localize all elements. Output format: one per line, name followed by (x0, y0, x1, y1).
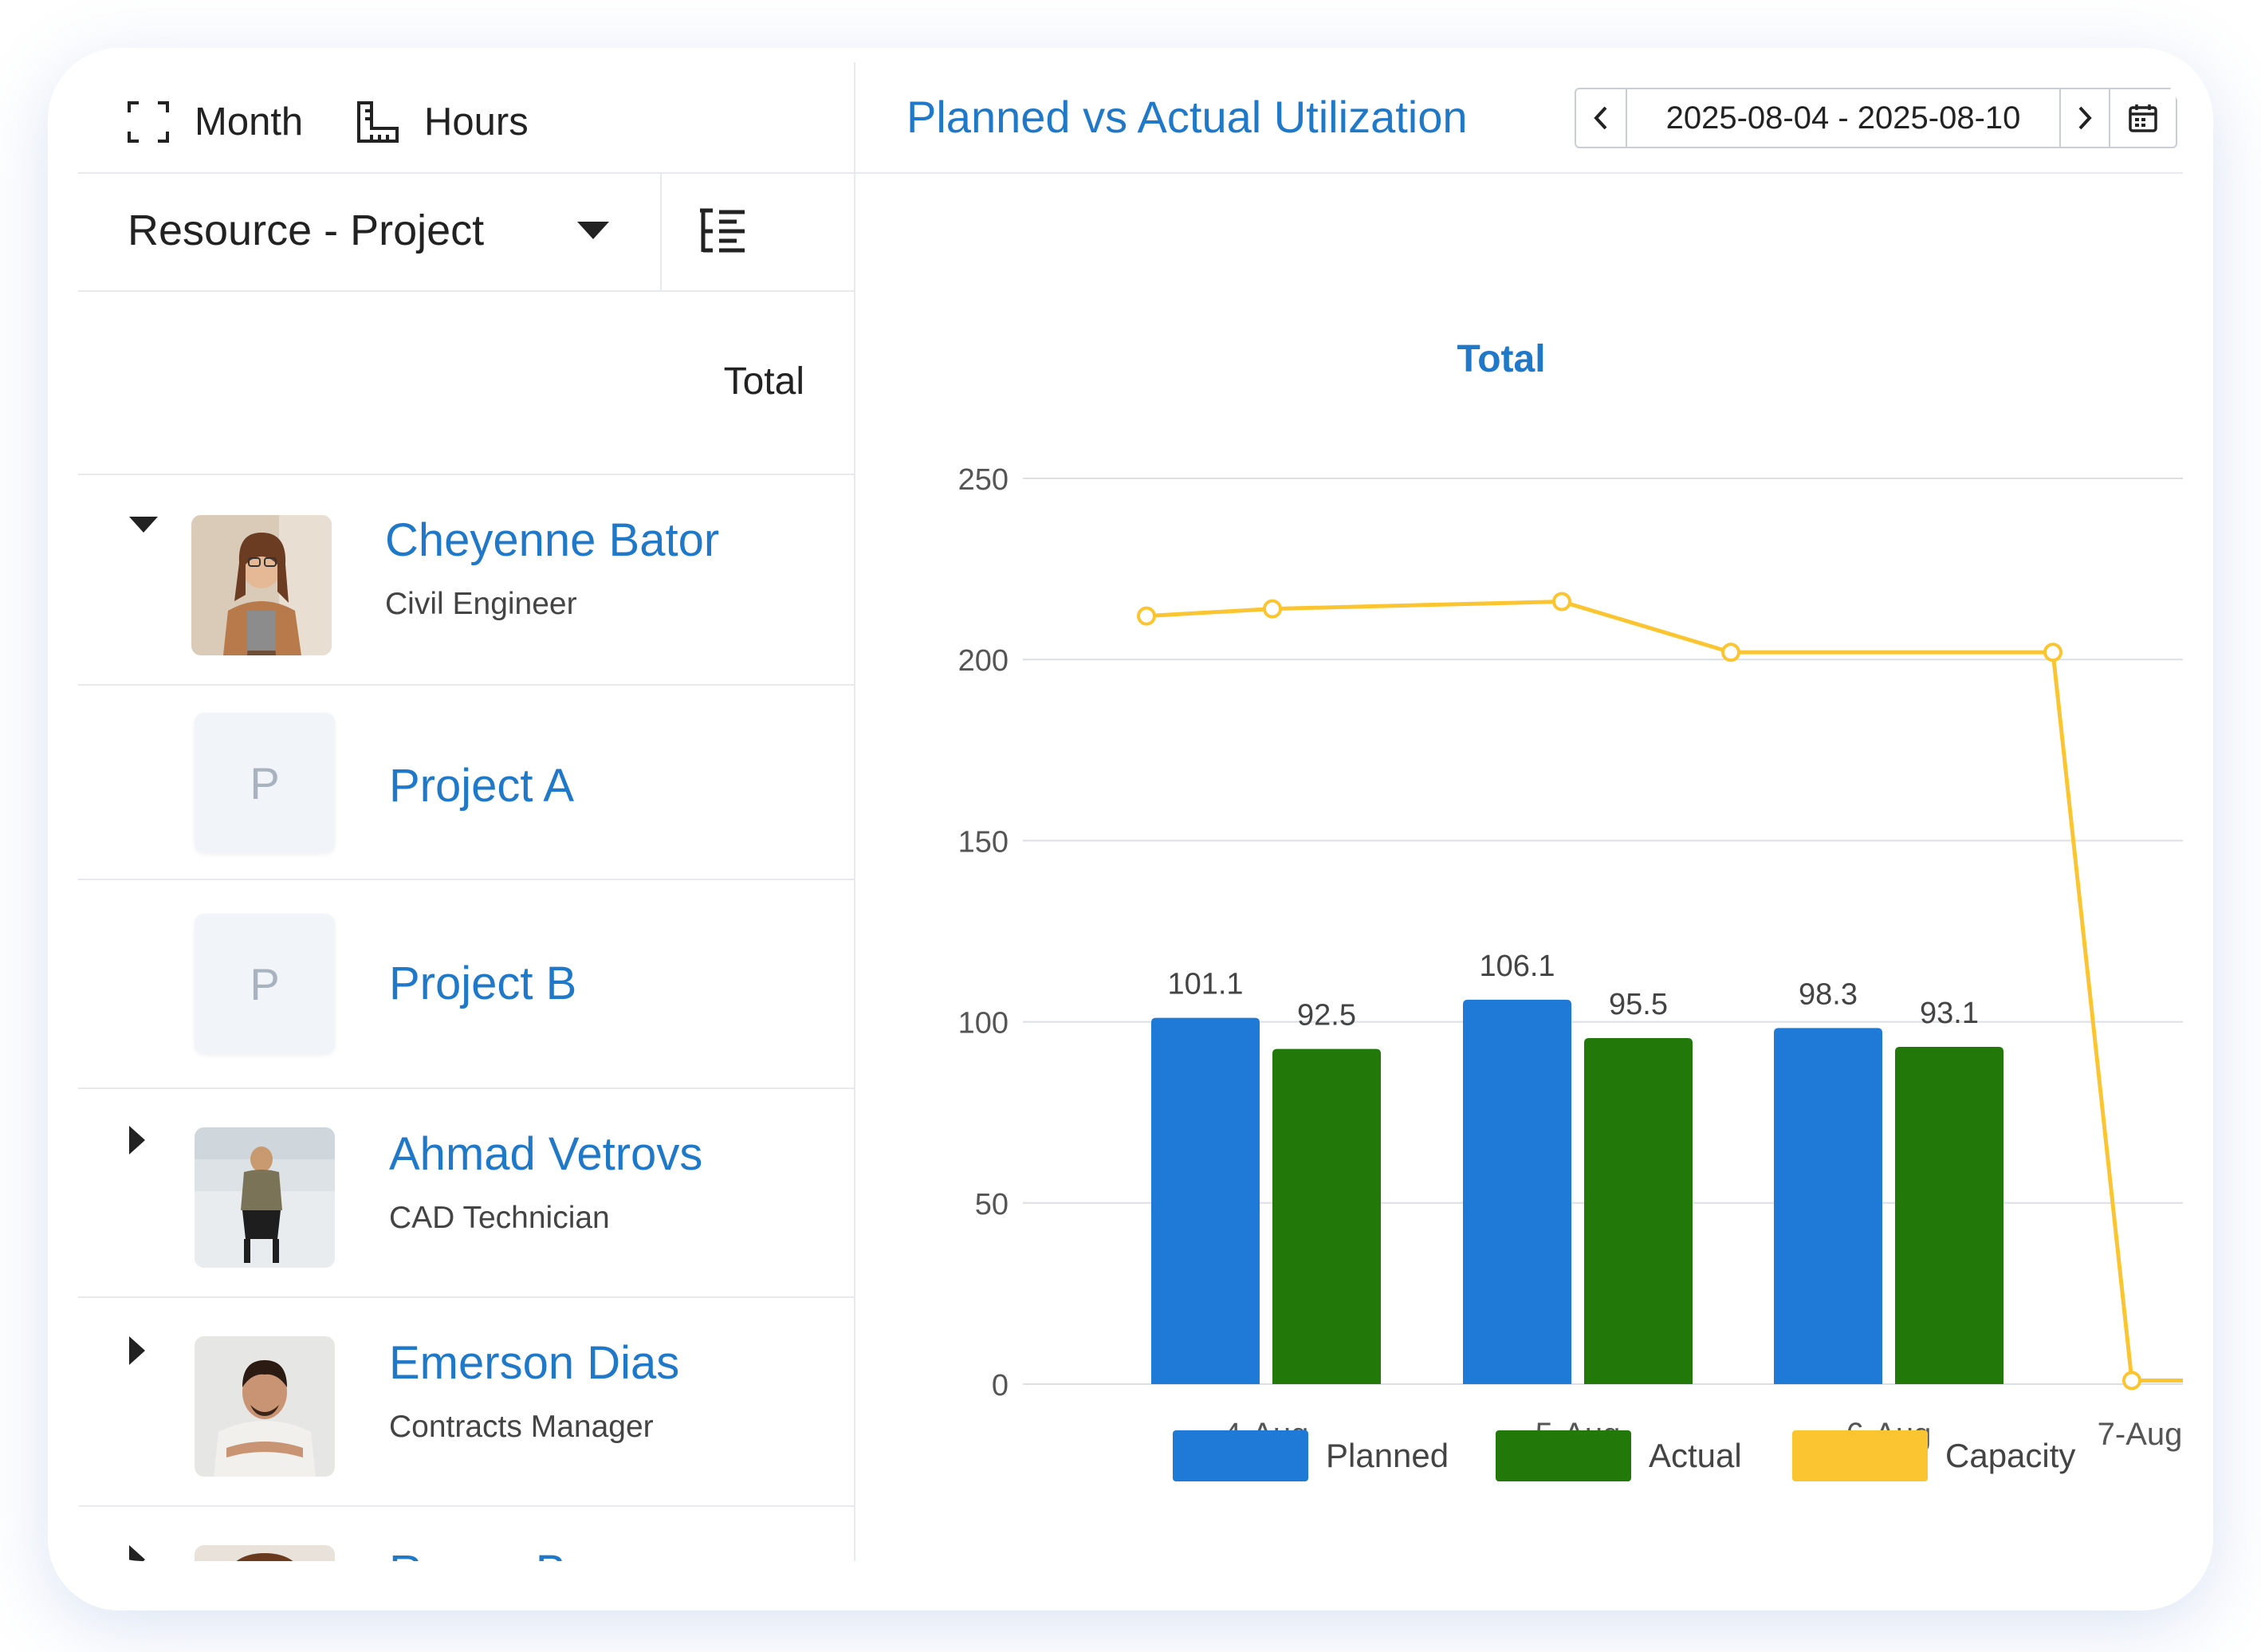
resource-row-ahmad-vetrovs[interactable]: Ahmad Vetrovs CAD Technician (78, 1089, 855, 1298)
resource-row-cheyenne-bator[interactable]: Cheyenne Bator Civil Engineer (78, 475, 855, 686)
avatar (191, 515, 332, 655)
chevron-right-icon (2078, 106, 2092, 130)
x-tick-label: 7-Aug (2098, 1417, 2183, 1452)
previous-week-button[interactable] (1576, 89, 1627, 147)
bar-planned (1151, 1017, 1260, 1384)
caret-right-icon[interactable] (128, 1124, 148, 1156)
legend-swatch-actual (1496, 1430, 1631, 1481)
capacity-point (2122, 1371, 2141, 1390)
avatar (195, 1127, 335, 1268)
data-label: 93.1 (1920, 997, 1979, 1030)
legend-label-capacity: Capacity (1945, 1437, 2075, 1474)
next-week-button[interactable] (2059, 89, 2110, 147)
capacity-point (1721, 643, 1740, 663)
tree-view-button[interactable] (697, 206, 748, 261)
month-button[interactable]: Month (126, 94, 303, 150)
resource-name[interactable]: Emerson Dias (389, 1337, 680, 1389)
tree-list-icon (700, 208, 745, 253)
capacity-point (2043, 643, 2062, 663)
bar-actual (1272, 1048, 1381, 1384)
y-tick-label: 150 (958, 825, 1009, 859)
data-label: 106.1 (1479, 950, 1555, 983)
project-row-project-b[interactable]: P Project B (78, 880, 855, 1089)
ruler-icon (357, 101, 399, 143)
utilization-card: Month Hours Resource - Project (78, 62, 2183, 1561)
resource-name[interactable]: Ahmad Vetrovs (389, 1128, 703, 1180)
month-label: Month (195, 100, 304, 144)
calendar-icon (2129, 104, 2157, 132)
resource-role: Contracts Manager (389, 1410, 654, 1444)
data-label: 95.5 (1609, 988, 1668, 1021)
y-tick-label: 50 (975, 1188, 1009, 1221)
capacity-point (1552, 592, 1571, 612)
project-placeholder-avatar: P (195, 713, 335, 853)
chart-title: Total (1457, 338, 1545, 380)
data-label: 101.1 (1167, 968, 1243, 1001)
calendar-button[interactable] (2110, 89, 2176, 147)
capacity-point (1137, 606, 1156, 626)
avatar (195, 1336, 335, 1477)
caret-down-icon[interactable] (128, 515, 159, 536)
project-placeholder-avatar: P (195, 914, 335, 1054)
legend-label-actual: Actual (1649, 1437, 1742, 1474)
project-name[interactable]: Project A (389, 760, 575, 812)
grouping-select[interactable]: Resource - Project (78, 174, 662, 290)
grouping-select-value: Resource - Project (128, 206, 485, 254)
view-toolbar: Month Hours (78, 62, 855, 174)
project-name[interactable]: Project B (389, 958, 577, 1009)
bar-actual (1895, 1046, 2003, 1384)
project-row-project-a[interactable]: P Project A (78, 686, 855, 880)
resource-name[interactable]: Rayna Bergson (389, 1545, 708, 1561)
resource-panel: Month Hours Resource - Project (78, 62, 855, 1561)
y-tick-label: 250 (958, 463, 1009, 497)
caret-right-icon[interactable] (128, 1335, 148, 1367)
chevron-left-icon (1594, 106, 1607, 130)
hours-button[interactable]: Hours (356, 94, 529, 150)
resource-name[interactable]: Cheyenne Bator (385, 514, 720, 566)
avatar (195, 1545, 335, 1561)
legend-swatch-planned (1173, 1430, 1308, 1481)
data-label: 98.3 (1799, 977, 1858, 1011)
resource-role: CAD Technician (389, 1201, 610, 1235)
y-tick-label: 100 (958, 1007, 1009, 1040)
y-tick-label: 200 (958, 644, 1009, 678)
grouping-row: Resource - Project (78, 174, 855, 292)
utilization-chart: Total0501001502002504-Aug5-Aug6-Aug7-Aug… (958, 338, 2183, 1481)
column-header-total: Total (723, 360, 804, 403)
date-range-picker: 2025-08-04 - 2025-08-10 (1575, 88, 2177, 148)
legend-swatch-capacity (1792, 1430, 1928, 1481)
y-tick-label: 0 (992, 1369, 1009, 1402)
panel-title: Planned vs Actual Utilization (906, 92, 1468, 142)
bar-planned (1774, 1028, 1882, 1384)
date-range-text[interactable]: 2025-08-04 - 2025-08-10 (1665, 100, 2021, 136)
bar-planned (1463, 999, 1571, 1384)
resource-row-rayna-bergson[interactable]: Rayna Bergson (78, 1507, 855, 1561)
resource-row-emerson-dias[interactable]: Emerson Dias Contracts Manager (78, 1298, 855, 1507)
legend-label-planned: Planned (1326, 1437, 1449, 1474)
bar-actual (1584, 1038, 1693, 1384)
column-header-row: Total (78, 292, 855, 475)
hours-label: Hours (424, 100, 529, 144)
data-label: 92.5 (1297, 999, 1356, 1032)
caret-down-icon (577, 222, 609, 239)
chart-panel: Planned vs Actual Utilization 2025-08-04… (855, 62, 2183, 1561)
expand-icon (128, 101, 169, 143)
chart-header: Planned vs Actual Utilization 2025-08-04… (855, 62, 2183, 174)
caret-right-icon[interactable] (128, 1544, 148, 1561)
resource-role: Civil Engineer (385, 587, 577, 621)
capacity-point (1263, 599, 1282, 619)
